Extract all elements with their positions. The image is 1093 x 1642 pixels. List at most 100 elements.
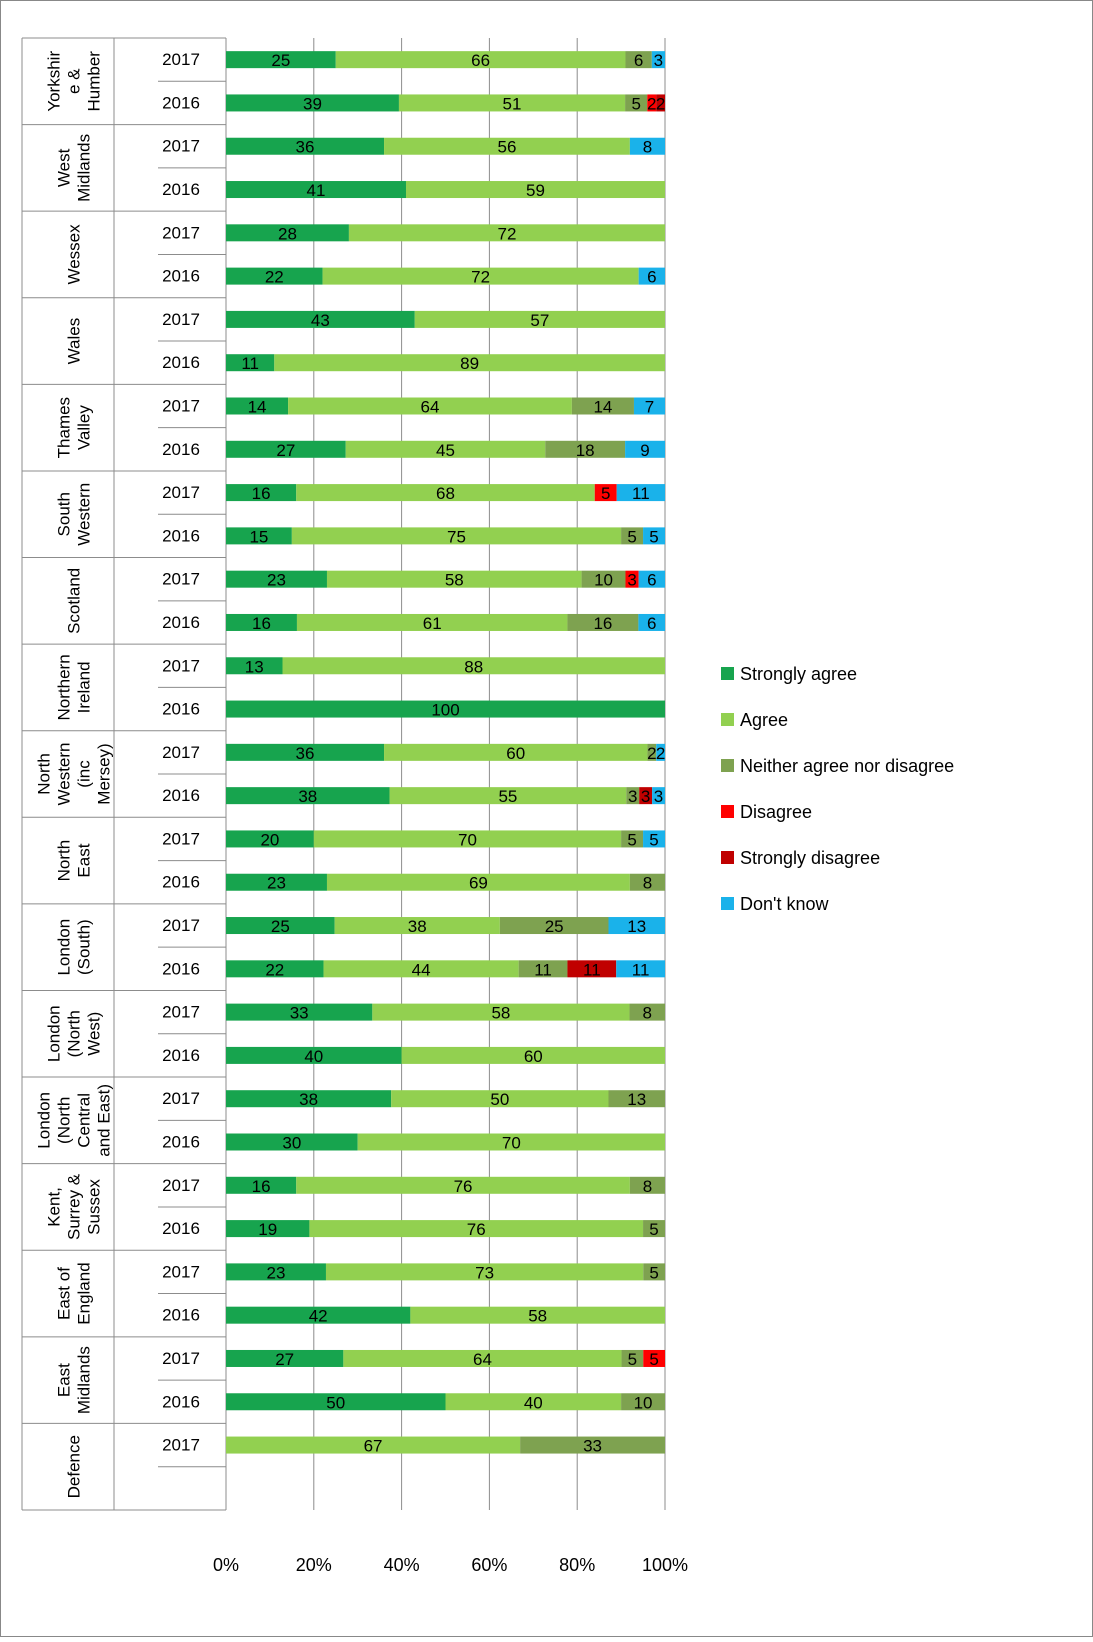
data-label: 50 [490,1090,509,1109]
bar-segment [499,917,609,935]
data-label: 3 [627,571,636,590]
data-label: 20 [260,830,279,849]
data-label: 5 [631,94,640,113]
group-label-line: (inc [75,760,94,788]
data-label: 6 [647,268,656,287]
bar-segment [625,440,665,458]
bar-segment [639,787,653,805]
bar-segment [296,484,595,502]
data-label: 76 [454,1177,473,1196]
group-label: East ofEngland [55,1262,94,1324]
data-label: 36 [296,744,315,763]
legend-swatch [721,667,734,680]
data-label: 10 [594,571,613,590]
data-label: 14 [593,398,612,417]
data-label: 25 [271,917,290,936]
data-label: 76 [467,1220,486,1239]
group-label-line: Western [75,483,94,546]
group-label-line: Thames [55,397,74,458]
data-label: 3 [628,787,637,806]
data-label: 51 [503,94,522,113]
data-label: 67 [364,1437,383,1456]
data-label: 88 [464,657,483,676]
group-label-line: Mersey) [95,743,114,804]
data-label: 41 [307,181,326,200]
group-label-line: East [75,843,94,877]
legend-swatch [721,851,734,864]
bar-segment [621,830,644,848]
bar-segment [647,743,657,761]
bar-segment [334,917,500,935]
group-label-line: London [45,1005,64,1062]
data-label: 36 [296,138,315,157]
bar-segment [226,570,327,588]
bar-segment [608,917,665,935]
bar-segment [643,1349,665,1367]
year-label: 2017 [162,1089,200,1108]
data-label: 5 [649,1263,658,1282]
data-label: 73 [475,1263,494,1282]
group-label: ThamesValley [55,397,94,458]
data-label: 64 [473,1350,492,1369]
group-label-line: (South) [75,919,94,975]
data-label: 55 [498,787,517,806]
bar-segment [567,613,639,631]
group-label-line: North [55,840,74,882]
data-label: 14 [248,398,267,417]
bar-segment [581,570,626,588]
group-label-line: Midlands [75,134,94,202]
bar-segment [288,397,572,415]
data-label: 16 [252,484,271,503]
year-label: 2016 [162,959,200,978]
data-label: 11 [534,960,552,979]
bar-segment [343,1349,622,1367]
data-label: 5 [628,1350,637,1369]
year-label: 2017 [162,1003,200,1022]
legend-label: Strongly disagree [740,848,880,868]
bar-segment [226,1393,446,1411]
bar-segment [638,613,665,631]
year-label: 2017 [162,570,200,589]
year-label: 2017 [162,656,200,675]
year-label: 2017 [162,50,200,69]
data-label: 40 [304,1047,323,1066]
bar-segment [296,613,568,631]
data-label: 44 [412,960,431,979]
bar-segment [629,1176,665,1194]
year-label: 2017 [162,916,200,935]
x-tick-label: 100% [642,1555,688,1575]
year-label: 2016 [162,786,200,805]
data-label: 72 [497,224,516,243]
data-label: 5 [627,527,636,546]
data-label: 58 [528,1307,547,1326]
group-label-line: Yorkshir [45,51,64,112]
data-label: 6 [647,614,656,633]
bar-segment [274,354,665,372]
year-label: 2016 [162,1046,200,1065]
bar-segment [652,787,665,805]
year-label: 2017 [162,483,200,502]
data-label: 70 [502,1134,521,1153]
data-label: 30 [282,1134,301,1153]
data-label: 25 [545,917,564,936]
data-label: 16 [252,1177,271,1196]
bar-segment [291,527,622,545]
group-label: EastMidlands [55,1346,94,1414]
data-label: 13 [627,917,646,936]
data-label: 45 [436,441,455,460]
bar-segment [616,960,665,978]
data-label: 60 [524,1047,543,1066]
data-label: 19 [258,1220,277,1239]
group-label-line: (North [65,1010,84,1057]
group-label: NorthEast [55,840,94,882]
bar-segment [625,51,652,69]
bar-segment [309,1220,644,1238]
bar-segment [323,960,519,978]
bar-segment [621,1349,644,1367]
group-label-line: Scotland [65,568,84,634]
data-label: 27 [276,441,295,460]
year-label: 2016 [162,267,200,286]
bar-segment [226,1306,411,1324]
bar-segment [410,1306,665,1324]
